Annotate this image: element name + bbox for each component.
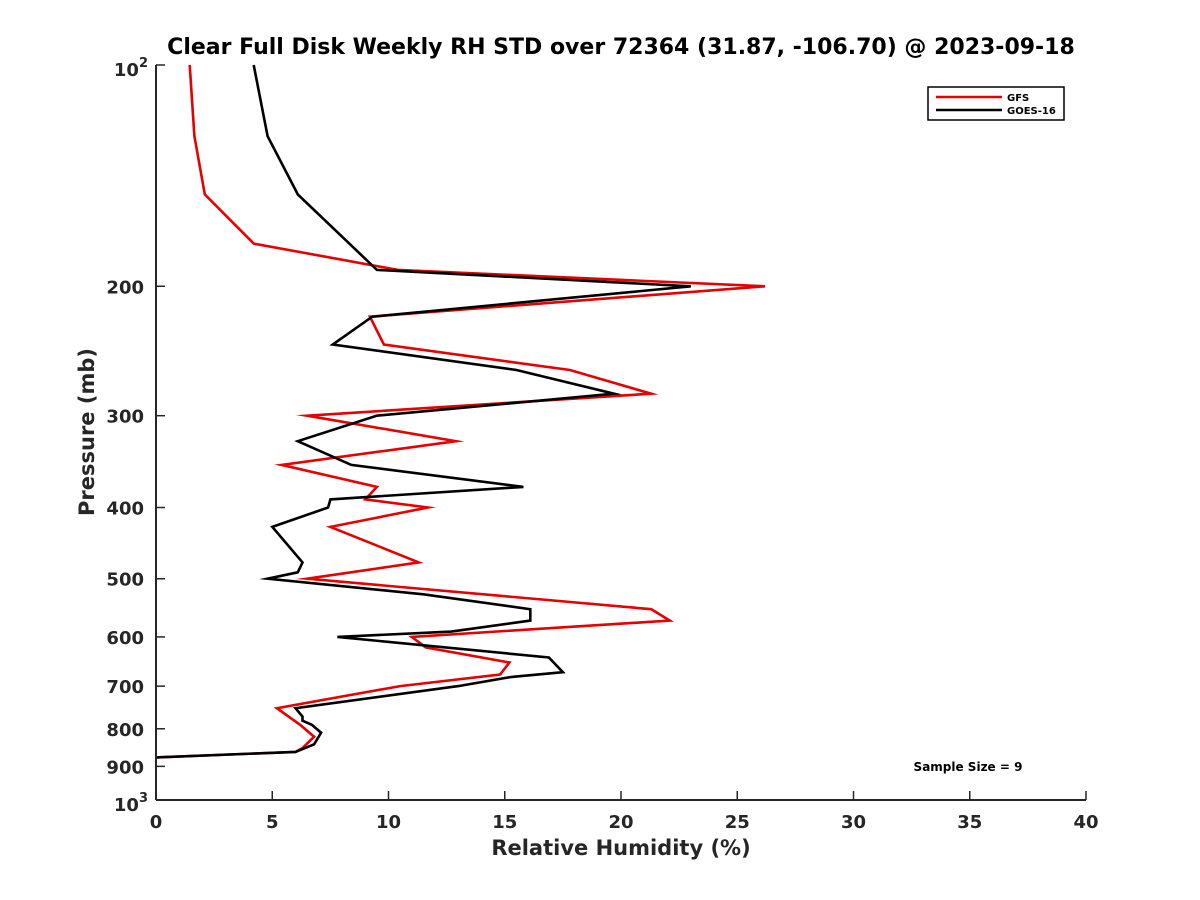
series-line-gfs [155, 64, 766, 759]
y-tick-label: 400 [106, 499, 144, 520]
x-tick-label: 15 [492, 812, 517, 833]
y-tick-label: 900 [106, 757, 144, 778]
y-tick-label: 600 [106, 628, 144, 649]
x-tick-label: 40 [1073, 812, 1098, 833]
legend-label: GOES-16 [1007, 106, 1056, 117]
y-tick-label: 500 [106, 570, 144, 591]
y-tick-label: 700 [106, 677, 144, 698]
y-tick-label: 800 [106, 720, 144, 741]
chart-title: Clear Full Disk Weekly RH STD over 72364… [167, 35, 1075, 60]
x-tick-label: 5 [266, 812, 279, 833]
x-tick-label: 0 [150, 812, 163, 833]
y-tick-label-base: 10 [114, 795, 139, 816]
y-tick-label: 300 [106, 407, 144, 428]
plot-area: 0 5 10 15 20 25 30 35 40 10220030040050060070080… [106, 56, 1098, 833]
legend-label: GFS [1007, 93, 1029, 104]
y-axis-label: Pressure (mb) [75, 348, 99, 516]
legend: GFS GOES-16 [927, 86, 1065, 121]
y-tick-label: 200 [106, 277, 144, 298]
x-tick-label: 35 [957, 812, 982, 833]
x-axis-label: Relative Humidity (%) [491, 836, 750, 860]
x-axis-ticks: 0 5 10 15 20 25 30 35 40 [150, 791, 1099, 833]
series-layer [155, 64, 766, 759]
legend-box [927, 86, 1065, 121]
y-tick-label: 102 [114, 56, 148, 81]
series-line-goes-16 [155, 64, 691, 759]
y-tick-label-exponent: 3 [139, 791, 148, 806]
y-tick-label: 103 [114, 791, 148, 816]
y-tick-label-exponent: 2 [139, 56, 148, 71]
x-tick-label: 30 [841, 812, 866, 833]
x-tick-label: 10 [376, 812, 401, 833]
sample-size-annotation: Sample Size = 9 [914, 760, 1023, 774]
y-tick-label-base: 10 [114, 60, 139, 81]
x-tick-label: 25 [725, 812, 750, 833]
x-tick-label: 20 [608, 812, 633, 833]
